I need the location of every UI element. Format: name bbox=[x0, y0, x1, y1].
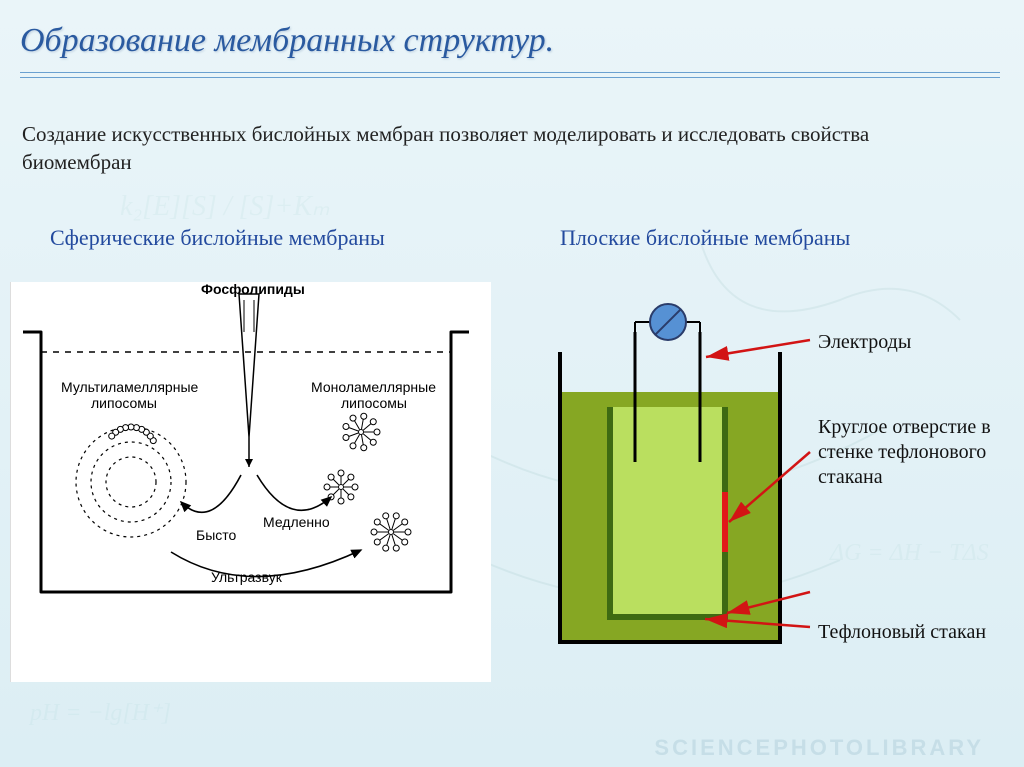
planar-membranes-figure bbox=[540, 292, 800, 672]
svg-text:Ультразвук: Ультразвук bbox=[211, 569, 283, 585]
spherical-membranes-figure: ФосфолипидыМультиламеллярныелипосомыМоно… bbox=[10, 282, 491, 682]
svg-text:pH = −lg[H⁺]: pH = −lg[H⁺] bbox=[28, 700, 171, 726]
svg-text:Фосфолипиды: Фосфолипиды bbox=[201, 282, 305, 297]
callout-cup: Тефлоновый стакан bbox=[818, 620, 986, 645]
svg-text:Мультиламеллярные: Мультиламеллярные bbox=[61, 379, 199, 395]
svg-text:k₂[E][S] / [S]+Kₘ: k₂[E][S] / [S]+Kₘ bbox=[120, 191, 330, 222]
subheading-left: Сферические бислойные мембраны bbox=[50, 225, 385, 251]
page-title: Образование мембранных структур. bbox=[20, 22, 554, 60]
watermark: SCIENCEPHOTOLIBRARY bbox=[654, 735, 984, 761]
svg-text:Бысто: Бысто bbox=[196, 527, 237, 543]
callout-electrodes: Электроды bbox=[818, 330, 911, 355]
svg-text:Медленно: Медленно bbox=[263, 514, 330, 530]
title-underline bbox=[20, 72, 1000, 78]
svg-text:липосомы: липосомы bbox=[341, 395, 407, 411]
callout-aperture: Круглое отверстие в стенке тефлонового с… bbox=[818, 415, 1018, 490]
svg-text:Моноламеллярные: Моноламеллярные bbox=[311, 379, 436, 395]
svg-text:ΔG = ΔH − TΔS: ΔG = ΔH − TΔS bbox=[829, 540, 989, 566]
svg-text:липосомы: липосомы bbox=[91, 395, 157, 411]
intro-text: Создание искусственных бислойных мембран… bbox=[22, 120, 982, 177]
subheading-right: Плоские бислойные мембраны bbox=[560, 225, 850, 251]
